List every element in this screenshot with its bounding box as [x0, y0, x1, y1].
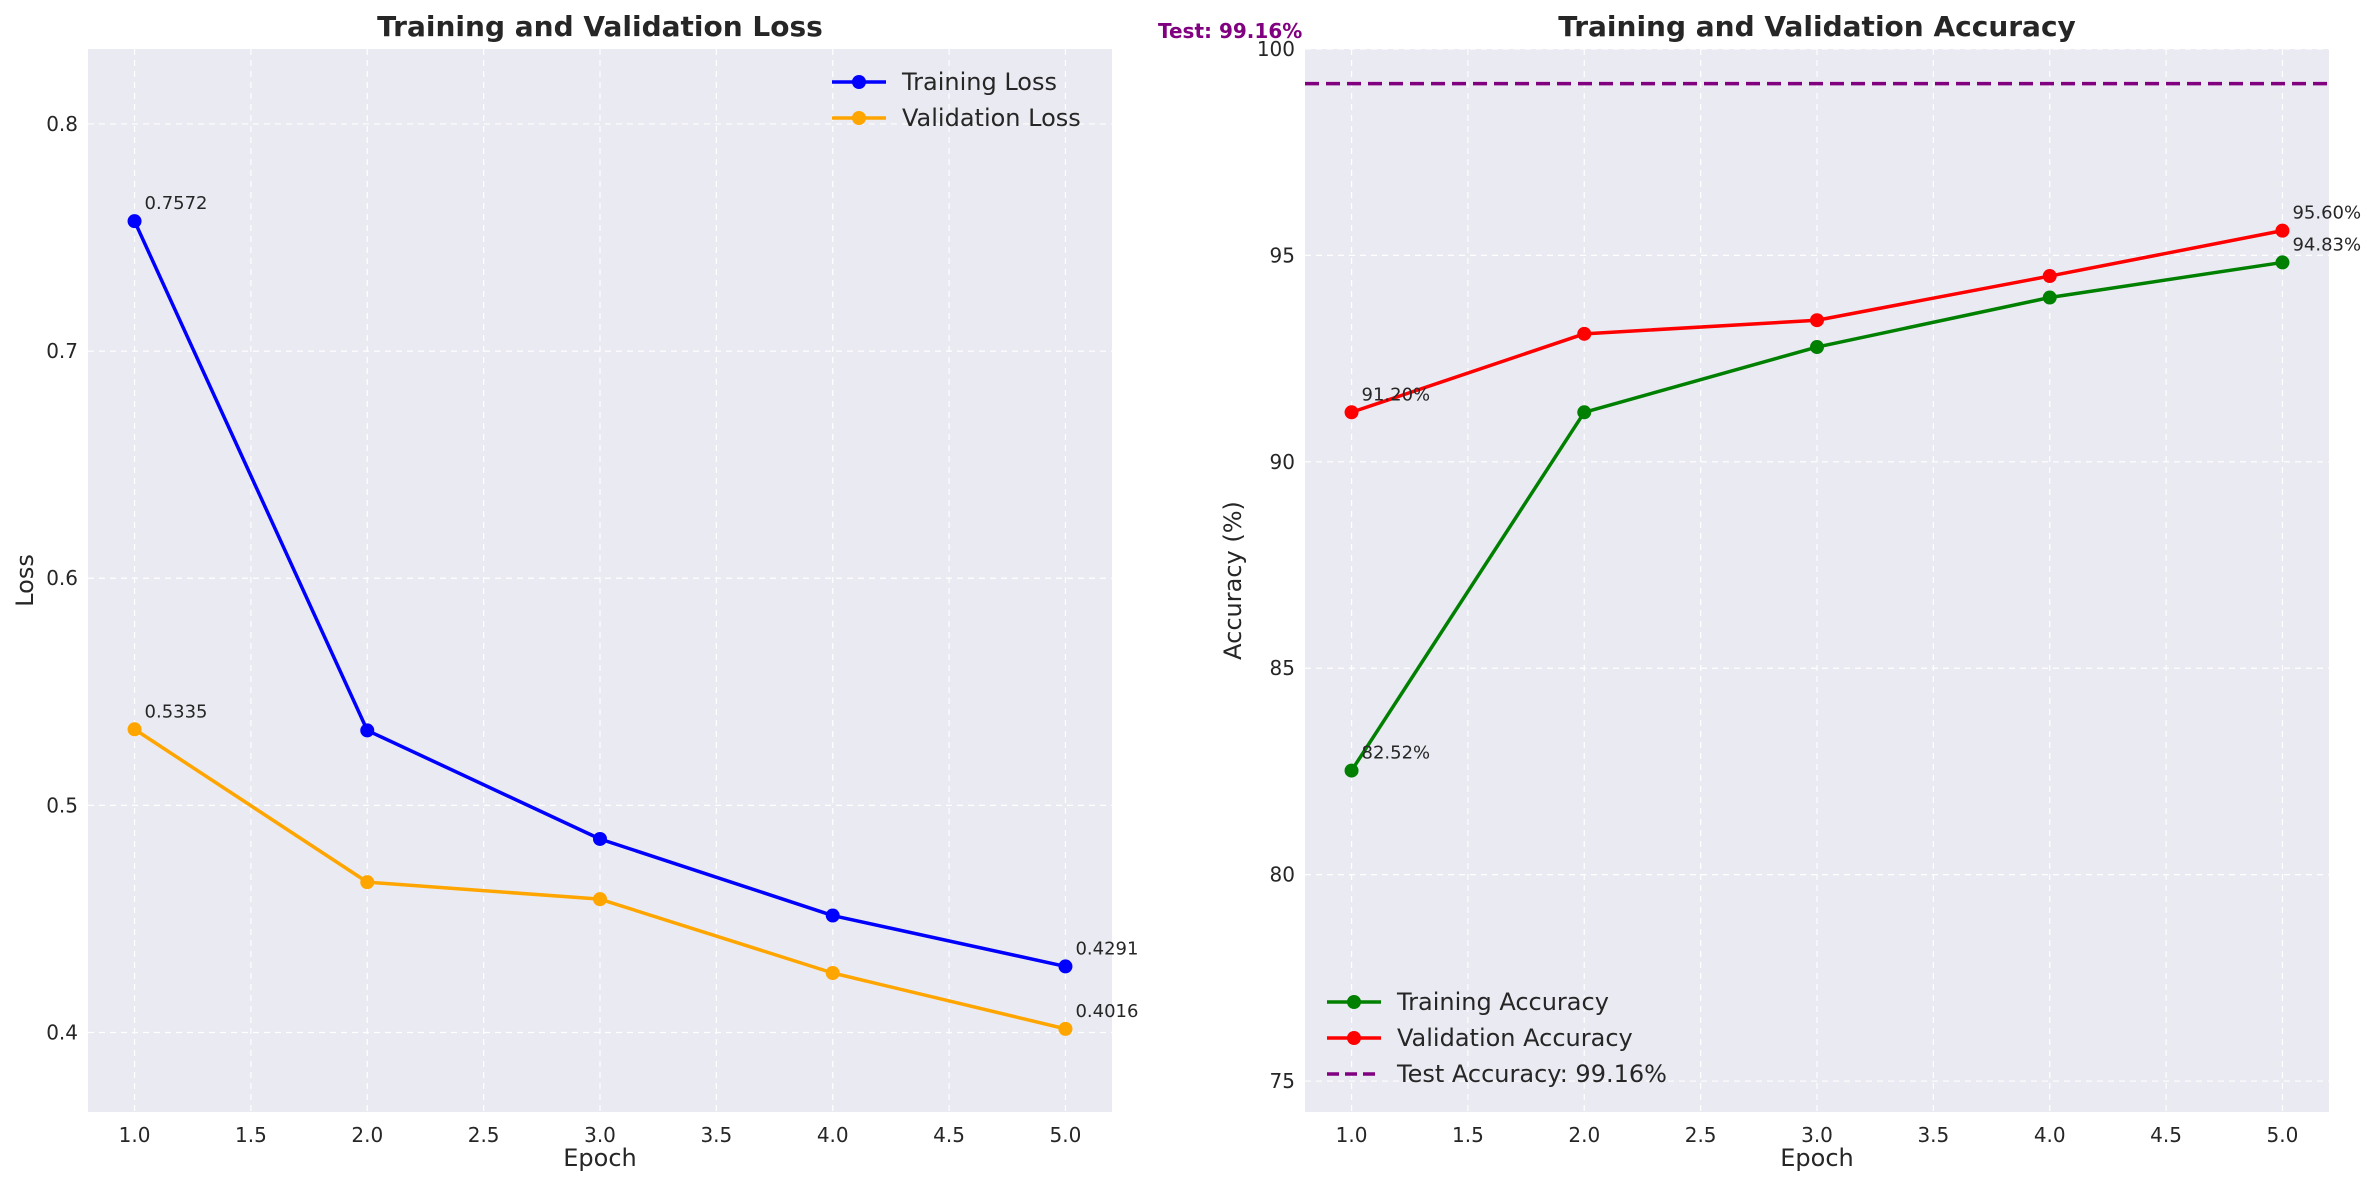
x-tick-label: 1.5: [235, 1123, 267, 1147]
data-point: [1577, 405, 1592, 420]
data-label: 0.4016: [1075, 1001, 1138, 1022]
data-point: [1344, 763, 1359, 778]
legend-label: Training Loss: [901, 68, 1057, 96]
y-tick-label: 85: [1270, 656, 1295, 680]
data-point: [1810, 340, 1824, 355]
data-label: 94.83%: [2292, 234, 2361, 255]
data-point: [1810, 313, 1824, 328]
data-point: [1058, 959, 1073, 974]
data-label: 0.5335: [145, 701, 208, 722]
data-label: 82.52%: [1362, 743, 1431, 764]
data-point: [127, 214, 142, 229]
x-tick-label: 3.0: [1801, 1123, 1833, 1147]
x-tick-label: 5.0: [2267, 1123, 2299, 1147]
legend-label: Test Accuracy: 99.16%: [1396, 1060, 1667, 1088]
y-axis-label: Accuracy (%): [1219, 501, 1247, 660]
y-tick-label: 0.5: [46, 793, 78, 817]
x-tick-label: 4.0: [817, 1123, 849, 1147]
data-point: [825, 965, 840, 980]
legend-marker: [852, 75, 866, 89]
data-label: 91.20%: [1362, 384, 1431, 405]
data-point: [593, 831, 607, 846]
legend-label: Validation Loss: [902, 104, 1081, 132]
x-tick-label: 4.5: [933, 1123, 965, 1147]
data-point: [825, 908, 840, 923]
legend-marker: [1347, 995, 1361, 1009]
y-tick-label: 0.4: [46, 1021, 78, 1045]
data-point: [2275, 223, 2290, 238]
data-label: 0.4291: [1075, 938, 1138, 959]
test-accuracy-label: Test: 99.16%: [1158, 19, 1302, 43]
legend-label: Training Accuracy: [1396, 988, 1609, 1016]
x-tick-label: 4.5: [2150, 1123, 2182, 1147]
data-point: [2275, 255, 2290, 270]
data-point: [1344, 405, 1359, 420]
y-tick-label: 0.8: [46, 112, 78, 136]
x-tick-label: 3.0: [584, 1123, 616, 1147]
x-tick-label: 3.5: [1917, 1123, 1949, 1147]
x-tick-label: 4.0: [2034, 1123, 2066, 1147]
legend-marker: [852, 111, 866, 125]
data-point: [2042, 269, 2057, 284]
x-tick-label: 1.5: [1452, 1123, 1484, 1147]
legend-label: Validation Accuracy: [1397, 1024, 1633, 1052]
data-label: 0.7572: [145, 193, 208, 214]
data-point: [593, 892, 607, 907]
y-tick-label: 0.6: [46, 566, 78, 590]
data-point: [1577, 326, 1592, 341]
x-tick-label: 2.5: [468, 1123, 500, 1147]
data-point: [2042, 290, 2057, 305]
y-tick-label: 100: [1257, 37, 1295, 61]
y-tick-label: 95: [1270, 243, 1295, 267]
legend-marker: [1347, 1031, 1361, 1045]
y-tick-label: 0.7: [46, 339, 78, 363]
y-tick-label: 90: [1270, 450, 1295, 474]
y-tick-label: 80: [1270, 863, 1295, 887]
x-tick-label: 1.0: [119, 1123, 151, 1147]
data-point: [360, 875, 375, 890]
data-point: [360, 723, 375, 738]
x-tick-label: 1.0: [1336, 1123, 1368, 1147]
chart-title: Training and Validation Loss: [377, 10, 823, 43]
x-tick-label: 5.0: [1050, 1123, 1082, 1147]
y-tick-label: 75: [1270, 1069, 1295, 1093]
x-tick-label: 2.0: [1568, 1123, 1600, 1147]
x-axis-label: Epoch: [563, 1144, 637, 1172]
data-point: [127, 722, 142, 737]
x-tick-label: 3.5: [700, 1123, 732, 1147]
data-label: 95.60%: [2292, 203, 2361, 224]
x-tick-label: 2.0: [351, 1123, 383, 1147]
x-tick-label: 2.5: [1685, 1123, 1717, 1147]
y-axis-label: Loss: [11, 554, 39, 607]
data-point: [1058, 1021, 1073, 1036]
chart-title: Training and Validation Accuracy: [1558, 10, 2076, 43]
x-axis-label: Epoch: [1780, 1144, 1854, 1172]
